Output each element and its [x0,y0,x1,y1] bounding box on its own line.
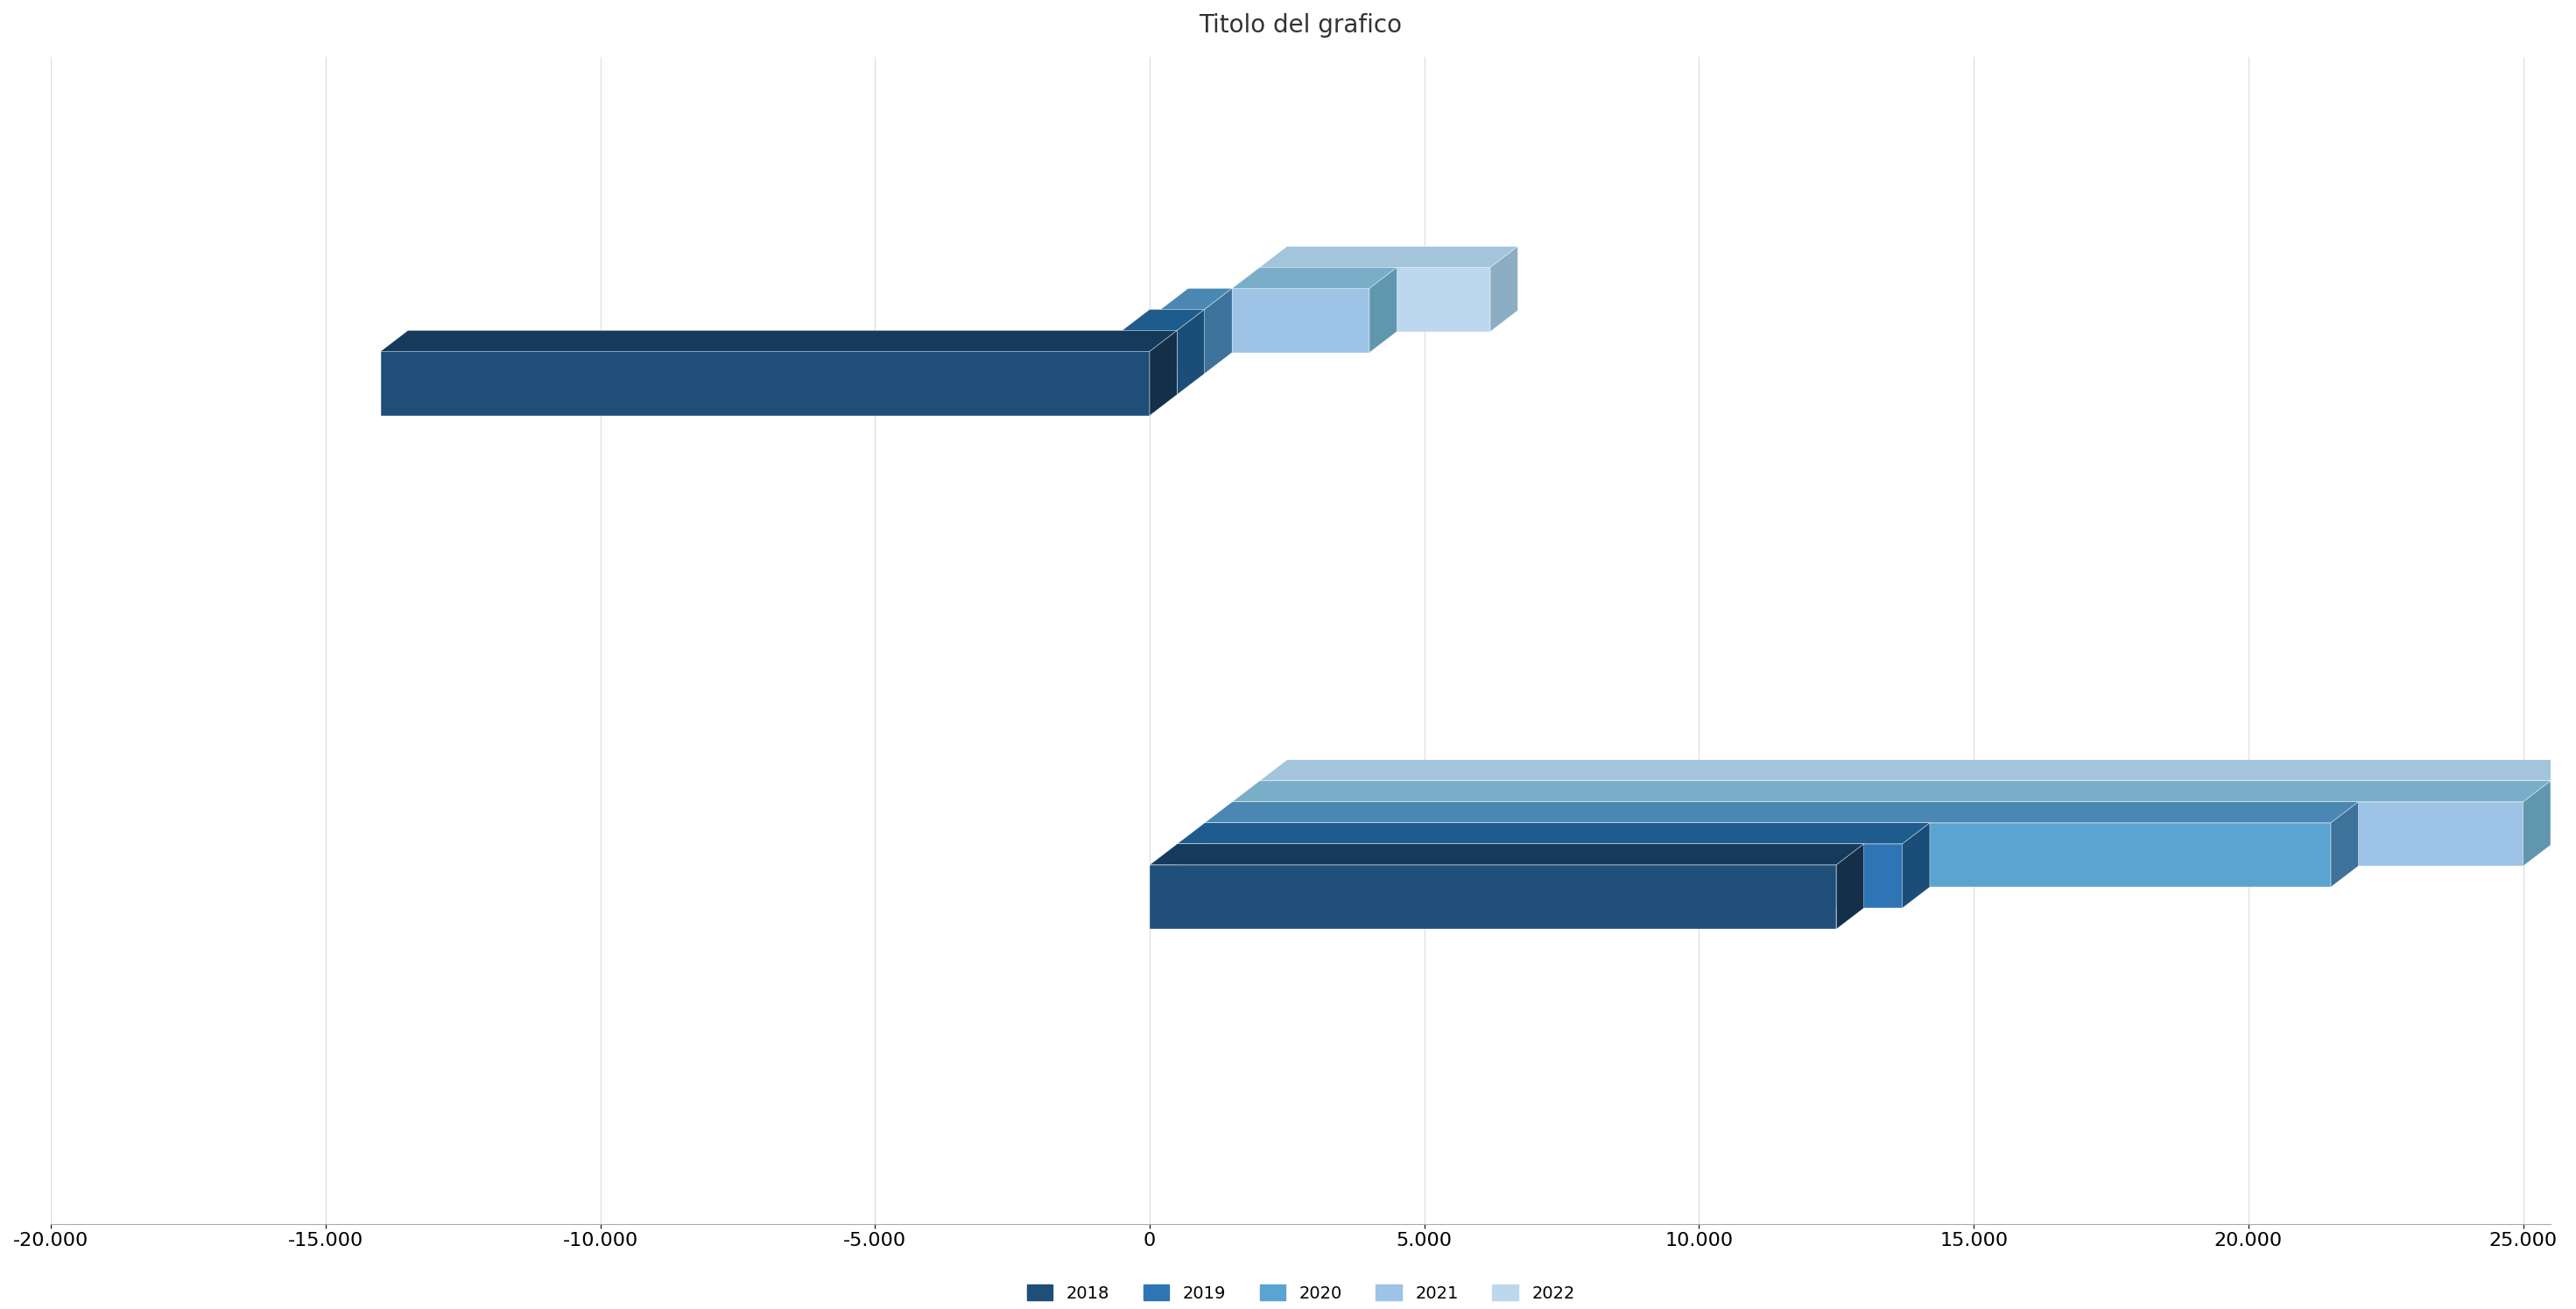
Polygon shape [1177,844,1901,908]
Polygon shape [1149,865,1837,929]
Polygon shape [1231,781,2550,802]
Polygon shape [1206,288,1231,373]
Polygon shape [1231,288,1370,352]
Polygon shape [1177,309,1206,394]
Polygon shape [1231,802,2522,867]
Title: Titolo del grafico: Titolo del grafico [1200,13,1401,38]
Polygon shape [1260,781,2576,846]
Polygon shape [1123,309,1206,330]
Polygon shape [1231,267,1396,288]
Polygon shape [1162,309,1206,373]
Polygon shape [2522,781,2550,867]
Polygon shape [381,330,1177,351]
Polygon shape [2331,802,2357,888]
Polygon shape [1837,844,1865,929]
Polygon shape [1206,802,2357,823]
Polygon shape [1370,267,1396,352]
Polygon shape [1901,823,1929,908]
Polygon shape [1177,823,1929,844]
Polygon shape [1149,844,1865,865]
Polygon shape [1149,330,1177,415]
Polygon shape [1162,288,1231,309]
Polygon shape [1260,246,1517,267]
Polygon shape [381,351,1149,415]
Polygon shape [1123,330,1177,394]
Legend: 2018, 2019, 2020, 2021, 2022: 2018, 2019, 2020, 2021, 2022 [1020,1278,1582,1309]
Polygon shape [1260,267,1492,331]
Polygon shape [1260,759,2576,781]
Polygon shape [1492,246,1517,331]
Polygon shape [1206,823,2331,888]
